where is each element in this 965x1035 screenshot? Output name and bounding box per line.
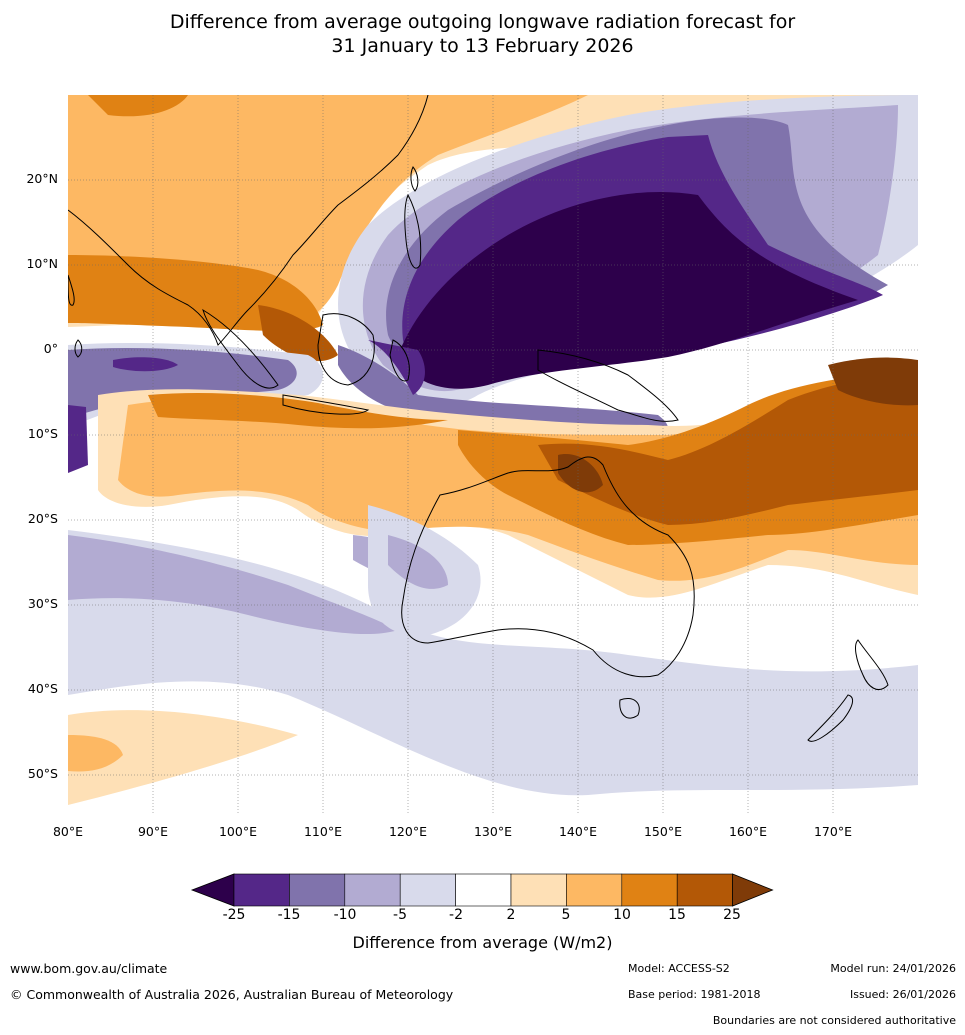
lon-label: 140°E <box>558 824 597 839</box>
anomaly-region <box>398 191 858 389</box>
lon-label: 160°E <box>728 824 767 839</box>
lon-label: 170°E <box>813 824 852 839</box>
lon-label: 80°E <box>52 824 84 839</box>
anomaly-region <box>368 340 425 395</box>
copyright-text: © Commonwealth of Australia 2026, Austra… <box>10 987 454 1002</box>
lat-label: 40°S <box>27 681 58 696</box>
lon-label: 100°E <box>218 824 257 839</box>
lat-label: 10°N <box>26 256 58 271</box>
colorbar-tick-label: -25 <box>222 907 246 923</box>
colorbar-title: Difference from average (W/m2) <box>352 933 613 952</box>
india-coastline <box>68 274 75 306</box>
model-text: Model: ACCESS-S2 <box>628 962 730 975</box>
colorbar-tick-label: -15 <box>277 907 301 923</box>
lat-label: 0° <box>43 341 58 356</box>
lat-label: 20°S <box>27 511 58 526</box>
colorbar-tick-label: -5 <box>393 907 407 923</box>
title-line-1: Difference from average outgoing longwav… <box>169 11 796 33</box>
colorbar-swatch <box>455 873 512 907</box>
colorbar-tick-label: 15 <box>668 907 686 923</box>
colorbar-tick-label: 10 <box>613 907 631 923</box>
colorbar-tick-label: -2 <box>449 907 463 923</box>
new-zealand-coastline <box>807 694 854 742</box>
anomaly-region <box>68 535 398 635</box>
taiwan-coastline <box>410 166 419 192</box>
colorbar-swatch <box>233 873 290 907</box>
asia-coastline <box>68 95 429 346</box>
colorbar-swatch <box>621 873 678 907</box>
java-coastline <box>282 394 370 415</box>
anomaly-region <box>68 735 123 772</box>
anomaly-region <box>88 95 188 117</box>
anomaly-region <box>828 357 918 406</box>
anomaly-region <box>113 357 178 372</box>
sri-lanka-coastline <box>74 339 83 358</box>
lon-label: 110°E <box>303 824 342 839</box>
anomaly-region <box>388 535 448 589</box>
anomaly-region <box>148 392 448 429</box>
colorbar-swatch <box>510 873 567 907</box>
lat-label: 30°S <box>27 596 58 611</box>
colorbar-swatch <box>344 873 401 907</box>
colorbar-swatch <box>566 873 623 907</box>
lon-label: 90°E <box>137 824 169 839</box>
website-link[interactable]: www.bom.gov.au/climate <box>10 961 168 976</box>
anomaly-region <box>538 373 918 525</box>
new-guinea-coastline <box>537 349 679 422</box>
anomaly-region <box>558 454 603 493</box>
new-zealand-coastline <box>855 639 889 690</box>
lat-label: 50°S <box>27 766 58 781</box>
lat-label: 20°N <box>26 171 58 186</box>
lat-label: 10°S <box>27 426 58 441</box>
model-run-text: Model run: 24/01/2026 <box>830 962 956 975</box>
graticule <box>68 95 918 815</box>
sumatra-coastline <box>202 308 279 389</box>
colorbar-tick-label: 2 <box>506 907 516 923</box>
australia-coastline <box>401 456 695 678</box>
base-period-text: Base period: 1981-2018 <box>628 988 761 1001</box>
philippines-coastline <box>404 193 422 269</box>
colorbar-tick-label: -10 <box>333 907 357 923</box>
lon-label: 130°E <box>473 824 512 839</box>
colorbar-extend-high <box>732 873 774 907</box>
colorbar-swatch <box>289 873 346 907</box>
lon-label: 120°E <box>388 824 427 839</box>
disclaimer-text: Boundaries are not considered authoritat… <box>712 1014 956 1027</box>
olr-anomaly-map <box>68 95 918 815</box>
colorbar-tick-label: 5 <box>561 907 571 923</box>
title-line-2: 31 January to 13 February 2026 <box>331 35 634 57</box>
lon-label: 150°E <box>643 824 682 839</box>
colorbar-tick-label: 25 <box>723 907 741 923</box>
coastlines <box>68 95 889 742</box>
colorbar-swatch <box>399 873 456 907</box>
borneo-coastline <box>317 313 375 386</box>
issued-text: Issued: 26/01/2026 <box>849 988 956 1001</box>
colorbar <box>190 873 774 907</box>
sulawesi-coastline <box>389 339 410 382</box>
anomaly-region <box>68 710 298 805</box>
anomaly-region <box>68 405 88 473</box>
colorbar-extend-low <box>190 873 235 907</box>
tasmania-coastline <box>619 698 640 719</box>
map-canvas <box>68 95 918 815</box>
colorbar-swatch <box>676 873 733 907</box>
chart-title: Difference from average outgoing longwav… <box>0 10 965 58</box>
